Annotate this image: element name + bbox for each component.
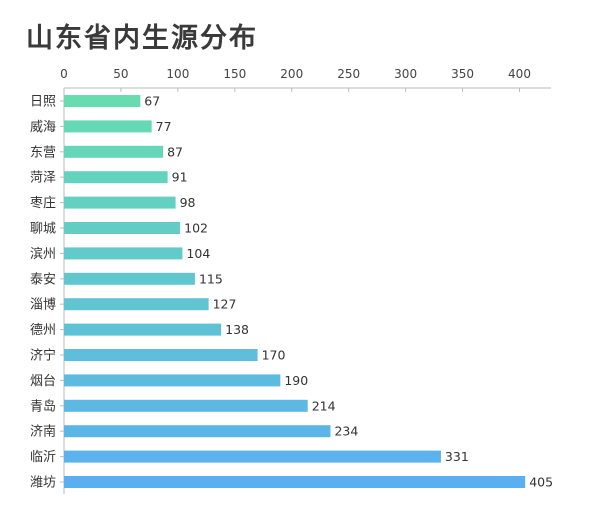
bar — [64, 171, 168, 184]
bar — [64, 222, 181, 234]
value-label: 102 — [184, 221, 208, 236]
bar — [64, 247, 183, 260]
bar — [64, 425, 331, 438]
x-tick-label: 50 — [113, 67, 128, 81]
category-label: 菏泽 — [30, 171, 56, 186]
value-label: 91 — [172, 170, 188, 185]
category-label: 济宁 — [30, 348, 56, 364]
x-tick-label: 200 — [280, 67, 303, 81]
bar — [64, 476, 526, 488]
value-label: 67 — [144, 94, 160, 109]
value-label: 138 — [225, 322, 249, 337]
bar — [64, 349, 258, 361]
bar — [64, 145, 164, 158]
bar — [64, 399, 308, 412]
category-label: 聊城 — [30, 222, 56, 237]
x-tick-label: 350 — [451, 67, 474, 81]
value-label: 104 — [186, 246, 210, 261]
category-label: 临沂 — [30, 450, 56, 465]
chart-title: 山东省内生源分布 — [26, 23, 258, 54]
category-label: 滨州 — [30, 246, 56, 262]
category-label: 济南 — [30, 424, 56, 440]
value-label: 115 — [199, 271, 223, 286]
value-label: 77 — [156, 119, 172, 134]
category-label: 枣庄 — [30, 195, 56, 211]
x-tick-label: 100 — [166, 67, 189, 81]
category-label: 东营 — [30, 145, 56, 160]
x-tick-label: 300 — [394, 67, 417, 81]
bar — [64, 120, 152, 133]
value-label: 234 — [334, 424, 358, 439]
category-label: 潍坊 — [30, 476, 56, 491]
category-label: 德州 — [30, 323, 56, 338]
x-tick-label: 250 — [337, 67, 360, 81]
category-label: 泰安 — [30, 272, 56, 287]
value-label: 331 — [445, 449, 469, 464]
x-tick-label: 0 — [60, 67, 68, 81]
category-label: 威海 — [30, 120, 56, 135]
bar — [64, 95, 141, 107]
value-label: 405 — [529, 475, 553, 490]
category-label: 淄博 — [30, 298, 56, 313]
value-label: 127 — [213, 297, 237, 312]
x-tick-label: 150 — [223, 67, 246, 81]
bar — [64, 323, 222, 336]
x-tick-label: 400 — [508, 67, 531, 81]
bar — [64, 450, 441, 463]
bar — [64, 272, 195, 285]
bar — [64, 298, 209, 311]
value-label: 98 — [180, 195, 196, 210]
category-label: 日照 — [30, 95, 56, 110]
value-label: 170 — [262, 348, 286, 363]
value-label: 190 — [284, 373, 308, 388]
bar — [64, 374, 281, 387]
value-label: 214 — [312, 398, 336, 413]
bar — [64, 196, 176, 209]
category-label: 青岛 — [30, 398, 56, 414]
category-label: 烟台 — [30, 374, 56, 389]
value-label: 87 — [167, 144, 183, 159]
